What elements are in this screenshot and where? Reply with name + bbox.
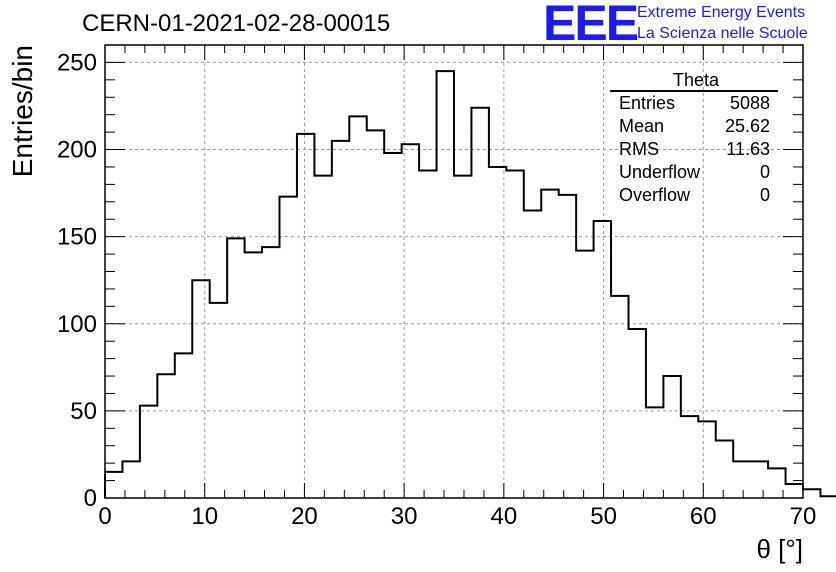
x-tick-label: 20 bbox=[291, 503, 318, 530]
x-tick-label: 70 bbox=[790, 503, 817, 530]
stats-row-mean: Mean 25.62 bbox=[610, 115, 778, 138]
eee-logo: EEE bbox=[543, 0, 639, 51]
stats-value: 25.62 bbox=[724, 116, 770, 136]
x-tick-label: 30 bbox=[391, 503, 418, 530]
y-tick-label: 100 bbox=[57, 311, 97, 338]
logo-line-2: La Scienza nelle Scuole bbox=[637, 25, 808, 42]
y-tick-label: 200 bbox=[57, 137, 97, 164]
stats-value: 5088 bbox=[729, 93, 770, 113]
stats-label: Overflow bbox=[619, 185, 691, 205]
logo-line-1: Extreme Energy Events bbox=[637, 4, 806, 21]
chart-title: CERN-01-2021-02-28-00015 bbox=[82, 10, 391, 37]
x-tick-label: 10 bbox=[191, 503, 218, 530]
y-tick-label: 150 bbox=[57, 224, 97, 251]
x-tick-label: 60 bbox=[690, 503, 717, 530]
x-tick-label: 0 bbox=[98, 503, 111, 530]
y-axis-label: Entries/bin bbox=[7, 45, 38, 177]
stats-title: Theta bbox=[610, 70, 778, 92]
stats-row-underflow: Underflow 0 bbox=[610, 161, 778, 184]
stats-row-rms: RMS 11.63 bbox=[610, 138, 778, 161]
stats-row-overflow: Overflow 0 bbox=[610, 184, 778, 207]
x-tick-label: 50 bbox=[590, 503, 617, 530]
x-axis-label: θ [°] bbox=[756, 534, 803, 564]
stats-label: Entries bbox=[619, 93, 676, 113]
y-tick-label: 250 bbox=[57, 49, 97, 76]
stats-label: Underflow bbox=[619, 162, 701, 182]
stats-value: 0 bbox=[759, 185, 770, 205]
stats-row-entries: Entries 5088 bbox=[610, 92, 778, 115]
histogram-series bbox=[104, 70, 836, 498]
stats-label: RMS bbox=[619, 139, 659, 159]
stats-value: 11.63 bbox=[726, 139, 770, 159]
y-tick-label: 0 bbox=[84, 485, 97, 512]
stats-label: Mean bbox=[619, 116, 665, 136]
y-tick-label: 50 bbox=[70, 398, 97, 425]
x-tick-label: 40 bbox=[491, 503, 518, 530]
stats-box: Theta Entries 5088 Mean 25.62 RMS 11.63 … bbox=[610, 70, 778, 207]
stats-value: 0 bbox=[759, 162, 770, 182]
